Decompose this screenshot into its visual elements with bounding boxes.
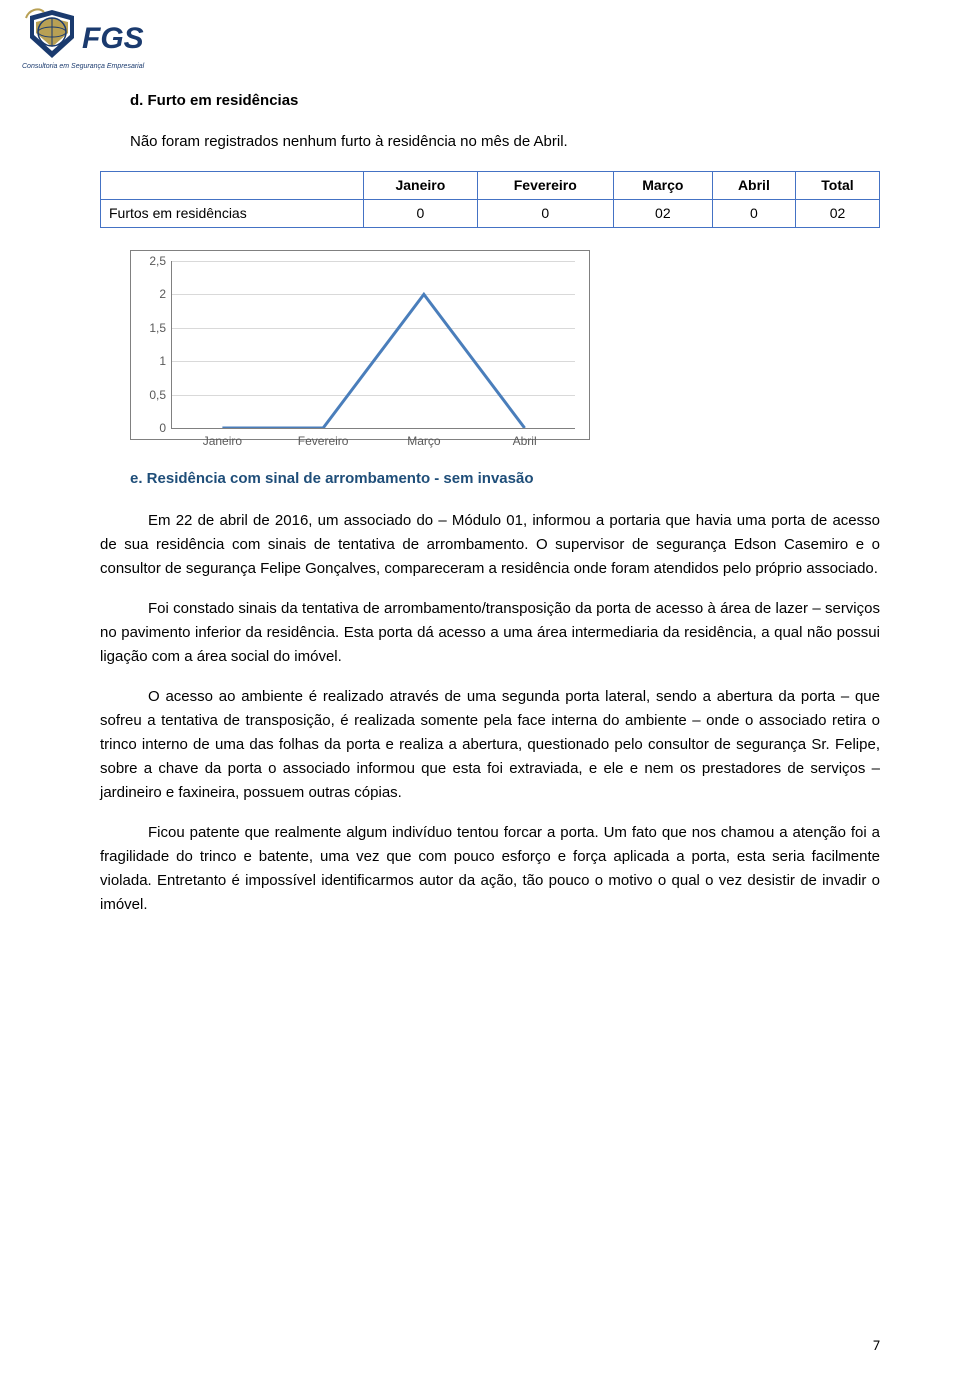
table-row-label: Furtos em residências <box>101 200 364 228</box>
table-header-empty <box>101 172 364 200</box>
table-header-total: Total <box>795 172 879 200</box>
table-header-mar: Março <box>613 172 712 200</box>
table-header-jan: Janeiro <box>364 172 478 200</box>
table-header-abr: Abril <box>712 172 795 200</box>
section-d-intro: Não foram registrados nenhum furto à res… <box>130 131 880 154</box>
furtos-table: Janeiro Fevereiro Março Abril Total Furt… <box>100 171 880 228</box>
svg-text:Consultoria em Segurança Empre: Consultoria em Segurança Empresarial <box>22 63 145 70</box>
table-cell-fev: 0 <box>477 200 613 228</box>
chart-plot-area: 00,511,522,5JaneiroFevereiroMarçoAbril <box>171 261 575 429</box>
para1-text-a: Em 22 de abril de 2016, um associado do … <box>148 512 771 529</box>
page: FGS Consultoria em Segurança Empresarial… <box>0 0 960 1380</box>
paragraph-1: Em 22 de abril de 2016, um associado do … <box>100 509 880 581</box>
page-number: 7 <box>873 1335 880 1356</box>
table-cell-jan: 0 <box>364 200 478 228</box>
section-e-title: e. Residência com sinal de arrombamento … <box>130 468 880 491</box>
table-header-fev: Fevereiro <box>477 172 613 200</box>
paragraph-3: O acesso ao ambiente é realizado através… <box>100 685 880 805</box>
table-cell-mar: 02 <box>613 200 712 228</box>
section-d-title: d. Furto em residências <box>130 90 880 113</box>
company-logo: FGS Consultoria em Segurança Empresarial <box>12 8 182 78</box>
table-cell-total: 02 <box>795 200 879 228</box>
paragraph-4: Ficou patente que realmente algum indiví… <box>100 821 880 917</box>
svg-text:FGS: FGS <box>82 22 144 55</box>
line-chart: 00,511,522,5JaneiroFevereiroMarçoAbril <box>130 250 590 440</box>
paragraph-2: Foi constado sinais da tentativa de arro… <box>100 597 880 669</box>
table-cell-abr: 0 <box>712 200 795 228</box>
